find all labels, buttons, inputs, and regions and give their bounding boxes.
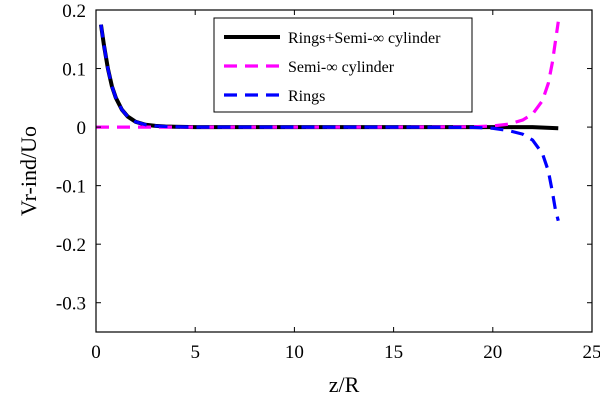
- legend-label-2: Rings: [288, 88, 325, 105]
- y-axis-label: Vr-ind/Uo: [16, 126, 41, 216]
- ticks-layer: [95, 9, 593, 332]
- y-tick-label: -0.3: [56, 294, 86, 315]
- x-tick-label: 10: [285, 342, 304, 363]
- legend: Rings+Semi-∞ cylinder Semi-∞ cylinder Ring…: [213, 17, 473, 113]
- x-tick-label: 0: [91, 342, 101, 363]
- x-tick-label: 5: [190, 342, 200, 363]
- y-tick-label: 0: [77, 118, 87, 139]
- x-tick-label: 25: [583, 342, 600, 363]
- y-tick-label: -0.2: [56, 235, 86, 256]
- y-tick-label: 0.1: [62, 60, 86, 81]
- plot-frame: [95, 9, 593, 333]
- tick-labels-layer: 0 5 10 15 20 25 -0.3 -0.2 -0.1 0 0.1 0.2: [56, 1, 600, 363]
- series-line-2: [99, 24, 560, 222]
- y-tick-label: 0.2: [62, 1, 86, 22]
- x-tick-label: 15: [384, 342, 403, 363]
- series-layer: [96, 21, 560, 222]
- x-axis-label: z/R: [329, 372, 360, 397]
- x-tick-label: 20: [483, 342, 502, 363]
- y-tick-label: -0.1: [56, 177, 86, 198]
- legend-label-1: Semi-∞ cylinder: [288, 59, 395, 76]
- legend-label-0: Rings+Semi-∞ cylinder: [288, 30, 441, 47]
